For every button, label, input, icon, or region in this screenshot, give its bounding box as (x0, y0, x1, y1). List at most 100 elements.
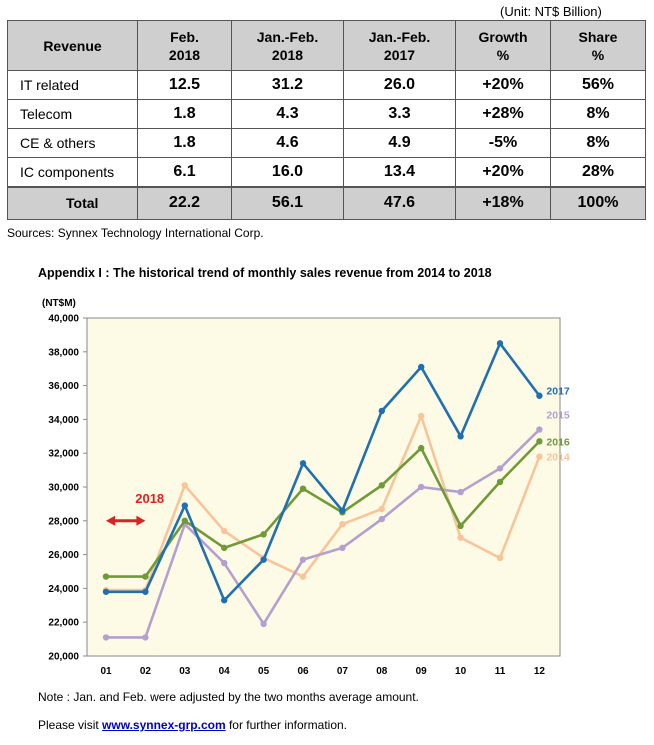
data-point-2016 (536, 438, 543, 445)
series-line-2015 (106, 428, 541, 639)
series-label-2015: 2015 (546, 410, 570, 422)
x-tick-label: 05 (258, 666, 270, 677)
annotation-arrowhead-right (136, 515, 146, 526)
y-tick-label: 36,000 (48, 381, 79, 392)
data-point-2017 (536, 392, 543, 399)
data-point-2016 (142, 573, 149, 580)
data-point-2016 (496, 478, 504, 486)
table-cell: 56% (550, 70, 646, 100)
x-tick-label: 06 (297, 666, 309, 677)
row-label: IC components (7, 157, 138, 187)
data-point-2015 (536, 426, 543, 433)
data-point-2015 (102, 634, 110, 641)
visit-line: Please visit www.synnex-grp.com for furt… (38, 718, 348, 732)
table-cell: 31.2 (231, 70, 344, 100)
source-note: Sources: Synnex Technology International… (7, 226, 264, 240)
x-tick-label: 02 (140, 666, 152, 677)
y-tick-label: 40,000 (48, 314, 79, 325)
table-cell: 1.8 (137, 99, 232, 129)
row-label: CE & others (7, 128, 138, 158)
table-cell: 28% (550, 157, 646, 187)
table-cell: +28% (455, 99, 551, 129)
data-point-2017 (221, 597, 228, 604)
data-point-2016 (418, 444, 425, 452)
data-point-2014 (181, 482, 188, 489)
data-point-2017 (142, 588, 149, 595)
table-cell: +20% (455, 70, 551, 100)
total-cell: 22.2 (137, 185, 232, 220)
data-point-2016 (260, 531, 267, 538)
x-tick-label: 01 (100, 666, 112, 677)
data-point-2017 (457, 433, 464, 440)
table-cell: 16.0 (231, 157, 344, 187)
table-cell: -5% (455, 128, 551, 158)
x-tick-label: 03 (179, 666, 191, 677)
table-cell: 1.8 (137, 128, 232, 158)
data-point-2015 (339, 544, 346, 552)
x-tick-label: 04 (219, 666, 231, 677)
y-tick-label: 30,000 (48, 483, 79, 494)
x-tick-label: 07 (337, 666, 349, 677)
table-cell: 8% (550, 128, 646, 158)
data-point-2014 (378, 505, 385, 513)
data-point-2015 (299, 556, 307, 563)
data-point-2015 (142, 634, 149, 641)
data-point-2015 (457, 488, 464, 496)
annotation-arrowhead-left (106, 515, 115, 526)
table-total-row: Total 22.2 56.1 47.6 +18% 100% (7, 185, 646, 220)
header-revenue: Revenue (7, 20, 138, 71)
annotation-label: 2018 (135, 491, 164, 506)
data-point-2016 (221, 544, 228, 552)
table-cell: 26.0 (343, 70, 456, 100)
data-point-2015 (418, 483, 425, 491)
data-point-2015 (221, 559, 228, 567)
total-cell: 47.6 (343, 185, 456, 220)
y-tick-label: 24,000 (48, 584, 79, 595)
y-tick-label: 32,000 (48, 449, 79, 460)
data-point-2017 (299, 460, 307, 467)
revenue-table: Revenue Feb. 2018 Jan.-Feb. 2018 Jan.-Feb.… (7, 20, 646, 220)
x-tick-label: 10 (455, 666, 467, 677)
table-cell: 12.5 (137, 70, 232, 100)
data-point-2015 (378, 515, 385, 523)
data-point-2016 (102, 573, 110, 580)
y-tick-label: 28,000 (48, 516, 79, 527)
data-point-2016 (457, 522, 464, 530)
series-line-2014 (106, 414, 541, 592)
total-cell: 100% (550, 185, 646, 220)
header-feb-2018: Feb. 2018 (137, 20, 232, 71)
data-point-2014 (496, 554, 504, 562)
data-point-2016 (299, 485, 307, 492)
website-link[interactable]: www.synnex-grp.com (102, 718, 226, 732)
y-tick-label: 22,000 (48, 618, 79, 629)
total-cell: +18% (455, 185, 551, 220)
data-point-2017 (181, 502, 188, 509)
footnote: Note : Jan. and Feb. were adjusted by th… (38, 690, 419, 704)
y-tick-label: 38,000 (48, 347, 79, 358)
series-line-2016 (106, 440, 541, 578)
x-tick-label: 12 (534, 666, 546, 677)
data-point-2014 (536, 453, 543, 460)
data-point-2015 (260, 620, 267, 628)
header-share: Share% (550, 20, 646, 71)
data-point-2017 (260, 556, 267, 563)
x-tick-label: 11 (495, 666, 506, 677)
x-tick-label: 08 (376, 666, 388, 677)
data-point-2016 (378, 482, 385, 489)
unit-label: (Unit: NT$ Billion) (500, 4, 602, 19)
data-point-2014 (221, 527, 228, 535)
row-label: Telecom (7, 99, 138, 129)
header-janfeb-2018: Jan.-Feb. 2018 (231, 20, 344, 71)
table-cell: 6.1 (137, 157, 232, 187)
header-growth: Growth% (455, 20, 551, 71)
data-point-2014 (418, 412, 425, 420)
data-point-2014 (339, 520, 346, 528)
table-cell: 4.6 (231, 128, 344, 158)
series-label-2016: 2016 (546, 436, 570, 448)
table-cell: 13.4 (343, 157, 456, 187)
table-row: IC components 6.1 16.0 13.4 +20% 28% (7, 157, 646, 187)
table-cell: 4.3 (231, 99, 344, 129)
table-cell: 3.3 (343, 99, 456, 129)
table-cell: 4.9 (343, 128, 456, 158)
table-row: IT related 12.5 31.2 26.0 +20% 56% (7, 70, 646, 100)
